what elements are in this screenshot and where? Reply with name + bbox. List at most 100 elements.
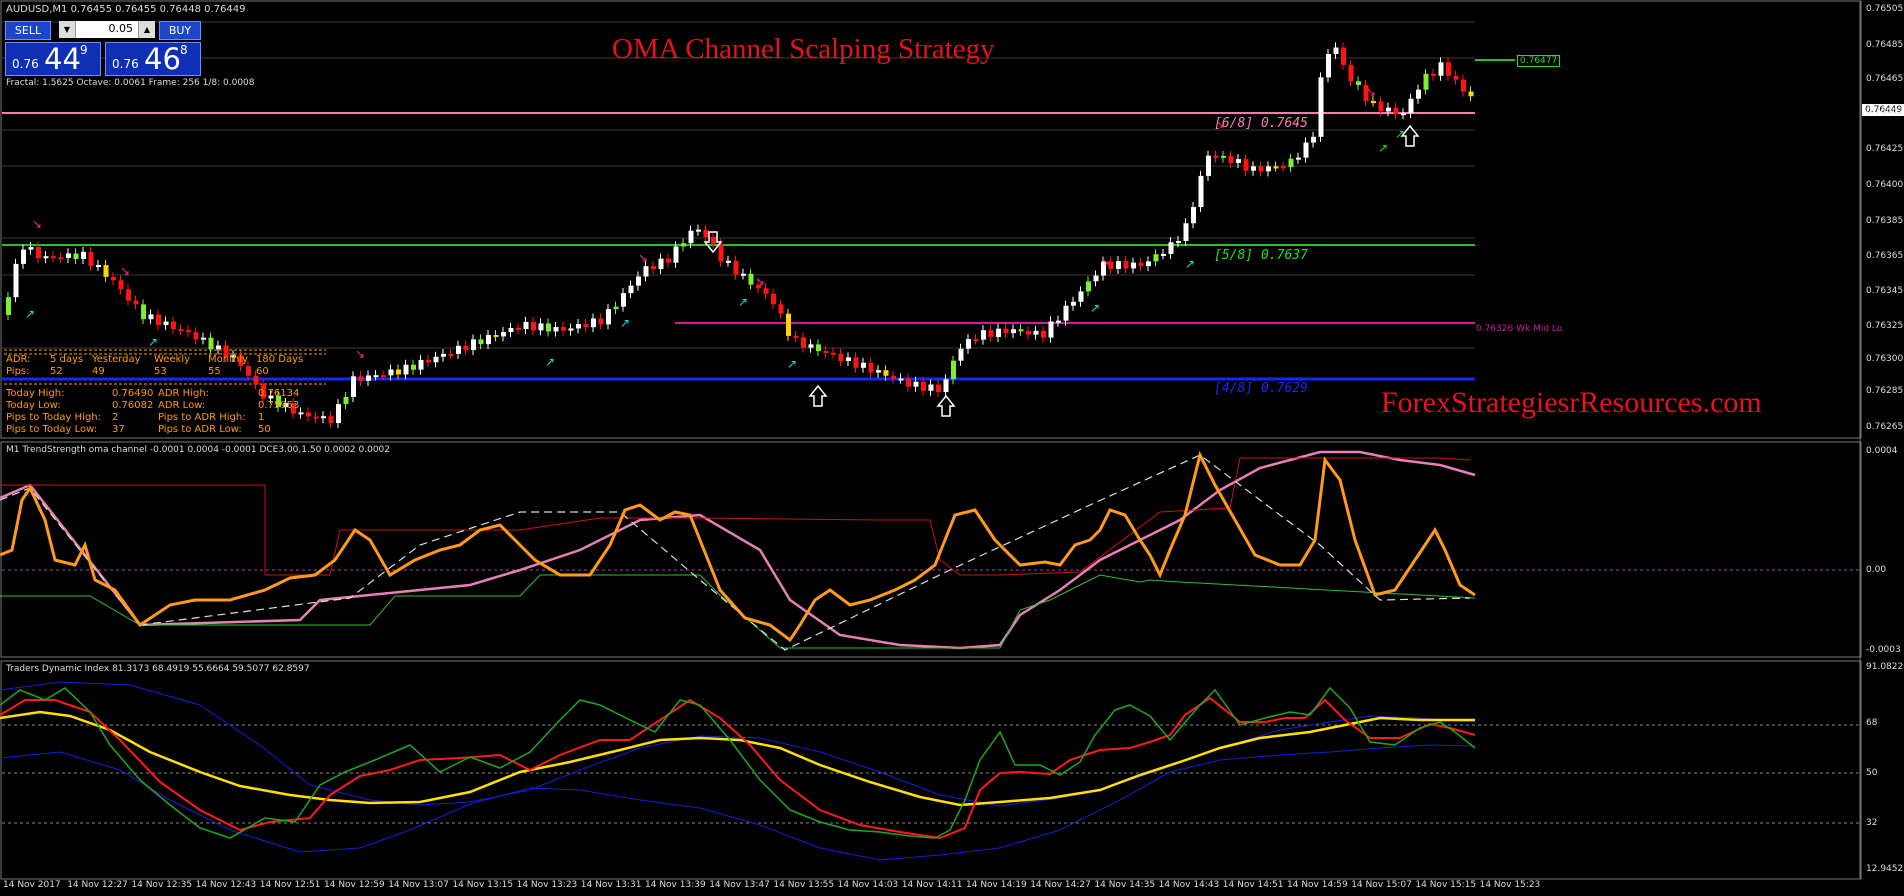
candle-body: [696, 229, 701, 232]
candle-body: [1281, 166, 1286, 169]
candle-body: [568, 328, 574, 331]
candle-body: [1146, 261, 1151, 267]
chevron-down-icon[interactable]: ▼: [59, 21, 76, 38]
candle-body: [831, 352, 836, 355]
candle-body: [1453, 75, 1459, 80]
candle-body: [1116, 261, 1121, 269]
adr-stat-cell: 1: [258, 412, 265, 423]
adr-header-cell: Monthly: [208, 354, 249, 365]
candle-body: [741, 273, 746, 276]
ind1-tick-label: 0.0004: [1866, 446, 1898, 456]
signal-down-icon: ↘: [355, 347, 365, 361]
candle-body: [261, 384, 266, 399]
sell-price-small: 0.76: [12, 57, 39, 71]
signal-down-icon: ↘: [755, 274, 765, 288]
candle-body: [598, 318, 604, 325]
buy-price-sup: 8: [180, 43, 188, 57]
candle-body: [336, 404, 341, 424]
candle-body: [1026, 330, 1031, 335]
lot-size-stepper[interactable]: ▼ 0.05 ▲: [59, 21, 155, 38]
sell-price-box[interactable]: 0.76 44 9: [5, 42, 101, 76]
candle-body: [1056, 320, 1061, 323]
candle-body: [403, 364, 409, 375]
price-tick-label: 0.76345: [1866, 286, 1904, 296]
time-tick-label: 14 Nov 14:35: [1094, 880, 1156, 890]
candle-body: [156, 314, 161, 326]
candle-body: [718, 243, 724, 262]
sell-button[interactable]: SELL: [5, 21, 51, 40]
chevron-up-icon[interactable]: ▲: [138, 21, 155, 38]
buy-price-box[interactable]: 0.76 46 8: [105, 42, 201, 76]
candle-body: [141, 304, 146, 320]
candle-body: [216, 345, 221, 350]
indicator2-panel[interactable]: [0, 660, 1862, 880]
candle-body: [43, 256, 49, 259]
ind2-tick-label: 32: [1866, 818, 1878, 828]
candles: [6, 42, 1474, 429]
candle-body: [388, 369, 394, 376]
signal-up-icon: ↗: [1378, 141, 1388, 155]
lot-value[interactable]: 0.05: [108, 22, 134, 35]
adr-stat-cell: 0.76082: [112, 400, 154, 411]
candle-body: [73, 253, 79, 260]
candle-body: [148, 314, 154, 320]
time-tick-label: 14 Nov 14:27: [1030, 880, 1091, 890]
candle-body: [1101, 261, 1106, 276]
candle-body: [253, 375, 259, 385]
candle-body: [583, 324, 589, 328]
main-chart-panel[interactable]: [0, 0, 1862, 439]
arrow-up-icon: [1400, 124, 1420, 147]
candle-body: [1198, 175, 1204, 207]
candle-body: [561, 326, 566, 331]
candle-body: [973, 339, 979, 342]
candle-body: [861, 362, 866, 368]
candle-body: [1018, 329, 1024, 332]
tdi-rsi-line: [0, 686, 1476, 839]
candle-body: [1296, 157, 1301, 160]
candle-body: [246, 366, 251, 376]
candle-body: [291, 402, 296, 414]
pink-ma-line: [0, 450, 1476, 650]
adr-stat-cell: Pips to Today Low:: [6, 424, 98, 435]
candle-body: [381, 375, 386, 378]
tdi-lines: [0, 681, 1860, 861]
buy-button[interactable]: BUY: [159, 21, 201, 40]
chart-title: OMA Channel Scalping Strategy: [612, 33, 995, 65]
candle-body: [1258, 166, 1264, 172]
candle-body: [51, 256, 56, 259]
price-tick-label: 0.76425: [1866, 144, 1904, 154]
candle-body: [1438, 62, 1444, 76]
candle-body: [111, 276, 116, 281]
candle-body: [1161, 253, 1166, 256]
candle-body: [531, 321, 536, 331]
candle-body: [1168, 242, 1174, 254]
ind2-tick-label: 12.9452: [1866, 864, 1904, 874]
price-tick-label: 0.76365: [1866, 251, 1904, 261]
axis-ticks: [1, 1, 1861, 880]
signal-up-icon: ↗: [620, 316, 630, 330]
adr-stat-cell: ADR Low:: [158, 400, 206, 411]
candle-body: [703, 229, 709, 238]
time-tick-label: 14 Nov 12:27: [67, 880, 128, 890]
candle-body: [208, 337, 214, 350]
adr-stat-cell: 37: [112, 424, 125, 435]
candle-body: [88, 251, 94, 266]
signal-up-icon: ↗: [738, 295, 748, 309]
orange-trend-line: [0, 450, 1476, 643]
arrow-up-icon: [936, 394, 956, 417]
ind1-tick-label: -0.0003: [1866, 645, 1901, 655]
candle-body: [576, 324, 581, 329]
candle-body: [1123, 261, 1129, 269]
arrow-up-icon: [808, 384, 828, 407]
candle-body: [6, 297, 11, 315]
candle-body: [523, 321, 529, 330]
candle-body: [1326, 54, 1331, 78]
candle-body: [268, 395, 274, 399]
adr-header-cell: ADR:: [6, 354, 31, 365]
indicator1-panel[interactable]: [0, 441, 1862, 658]
candle-body: [1041, 330, 1046, 338]
candle-body: [1206, 155, 1211, 176]
candle-body: [1236, 159, 1241, 164]
time-tick-label: 14 Nov 15:15: [1415, 880, 1477, 890]
